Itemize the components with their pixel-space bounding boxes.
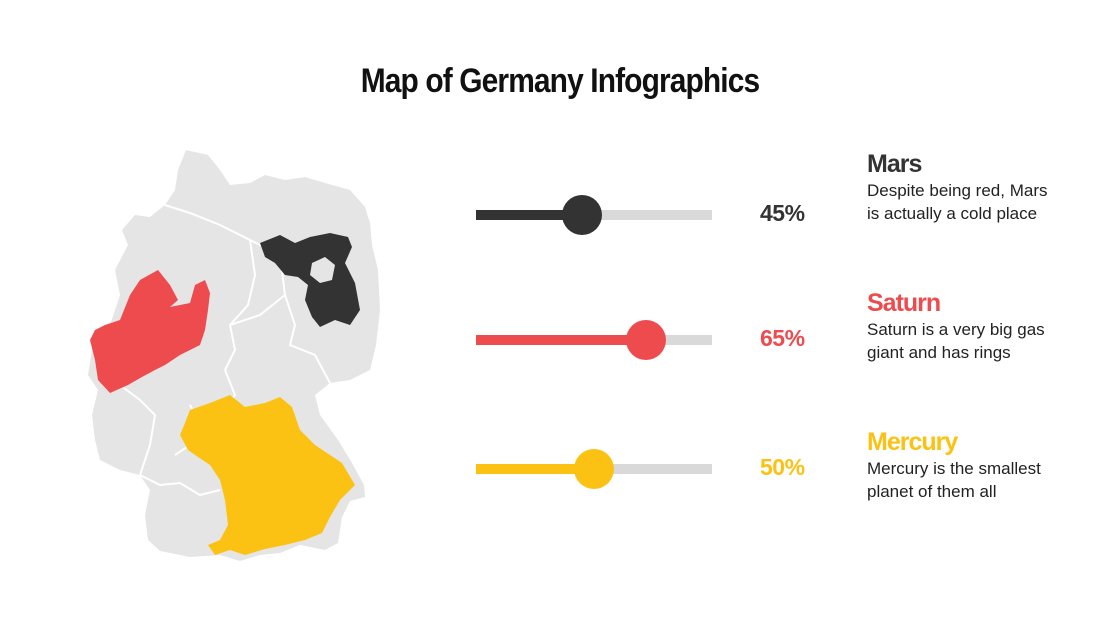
percent-label: 45% — [760, 200, 805, 226]
progress-track — [476, 320, 712, 360]
progress-track — [476, 449, 712, 489]
slider-row-mercury: 50% — [476, 440, 1036, 500]
item-description: Mercury is the smallest planet of them a… — [867, 459, 1041, 501]
info-saturn: Saturn Saturn is a very big gas giant an… — [867, 289, 1057, 364]
slider-row-saturn: 65% — [476, 311, 1036, 371]
info-mercury: Mercury Mercury is the smallest planet o… — [867, 428, 1057, 503]
item-description: Saturn is a very big gas giant and has r… — [867, 320, 1045, 362]
region-brandenburg — [260, 233, 360, 327]
slider-knob[interactable] — [625, 320, 666, 360]
percent-label: 65% — [760, 325, 805, 351]
slider-row-mars: 45% — [476, 186, 1036, 246]
progress-fill — [476, 335, 646, 345]
progress-fill — [476, 210, 583, 220]
item-title: Mercury — [867, 428, 958, 456]
page-title: Map of Germany Infographics — [360, 62, 760, 100]
region-bavaria — [180, 395, 355, 555]
slider-knob[interactable] — [574, 449, 614, 489]
item-title: Mars — [867, 150, 922, 178]
item-title: Saturn — [867, 289, 941, 317]
progress-fill — [476, 464, 594, 474]
germany-map — [88, 150, 380, 561]
slider-knob[interactable] — [562, 195, 603, 235]
info-mars: Mars Despite being red, Mars is actually… — [867, 150, 1057, 225]
region-nrw — [90, 270, 210, 393]
progress-track — [476, 195, 712, 235]
percent-label: 50% — [760, 454, 805, 480]
item-description: Despite being red, Mars is actually a co… — [867, 181, 1048, 223]
